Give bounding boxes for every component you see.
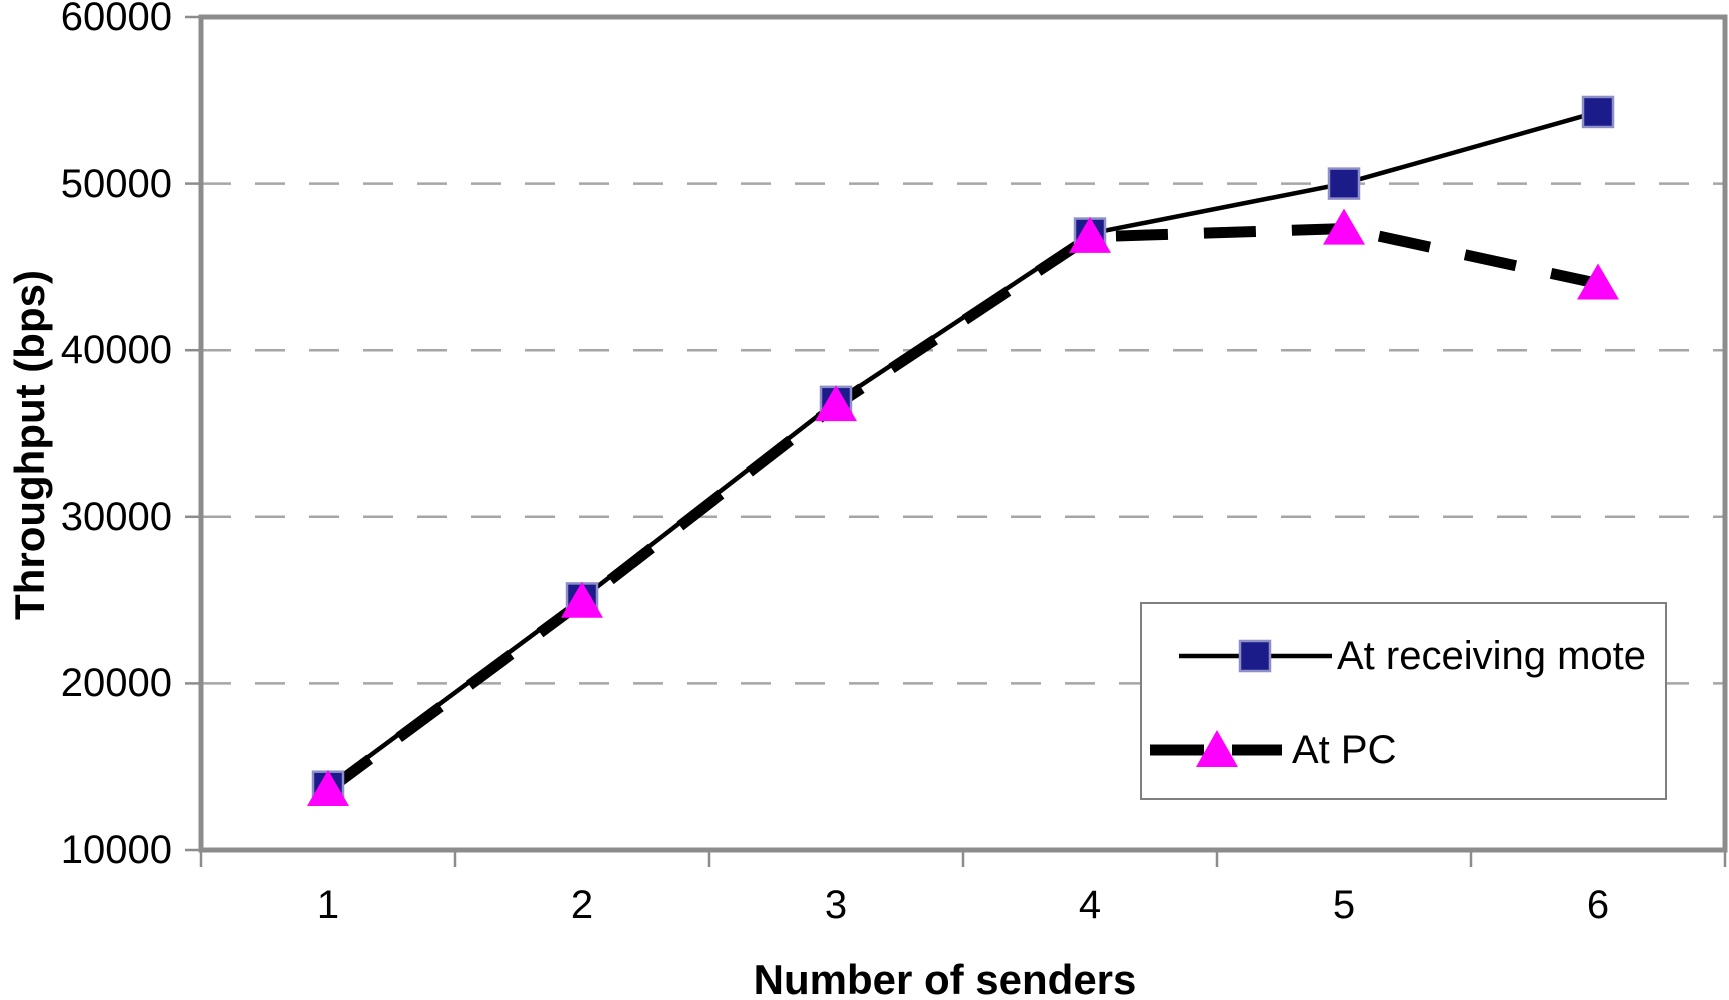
marker-triangle-icon — [1069, 216, 1111, 253]
legend-label-at-pc: At PC — [1292, 727, 1397, 772]
legend-item-at-pc: At PC — [1142, 706, 1396, 794]
marker-triangle-icon — [307, 770, 349, 807]
x-tick-label-3: 3 — [824, 883, 848, 927]
legend-marker-square-icon — [1179, 639, 1332, 673]
legend-box: At receiving mote At PC — [1140, 602, 1667, 800]
legend-label-at-receiving-mote: At receiving mote — [1337, 633, 1647, 678]
y-axis-title: Throughput (bps) — [6, 270, 53, 620]
x-tick-label-6: 6 — [1586, 883, 1610, 927]
y-tick-label-40000: 40000 — [60, 328, 172, 373]
marker-triangle-icon — [1577, 263, 1619, 300]
x-tick-label-1: 1 — [316, 883, 340, 927]
x-tick-label-2: 2 — [570, 883, 594, 927]
series-line-at-receiving-mote — [326, 109, 1599, 789]
x-tick-label-5: 5 — [1332, 883, 1356, 927]
legend-item-at-receiving-mote: At receiving mote — [1142, 612, 1646, 700]
legend-marker-triangle-icon — [1150, 730, 1282, 767]
y-tick-label-10000: 10000 — [60, 828, 172, 872]
y-tick-label-60000: 60000 — [60, 0, 172, 39]
y-tick-label-20000: 20000 — [60, 661, 172, 706]
y-tick-label-30000: 30000 — [60, 494, 172, 539]
marker-triangle-icon — [561, 581, 603, 618]
x-tick-label-4: 4 — [1078, 883, 1102, 927]
x-axis-title: Number of senders — [753, 956, 1137, 1000]
marker-square-icon — [1327, 167, 1361, 200]
marker-square-icon — [1581, 95, 1615, 129]
y-tick-label-50000: 50000 — [60, 161, 172, 206]
marker-triangle-icon — [1323, 208, 1365, 245]
series-line-at-pc — [324, 223, 1600, 795]
marker-triangle-icon — [815, 385, 857, 422]
